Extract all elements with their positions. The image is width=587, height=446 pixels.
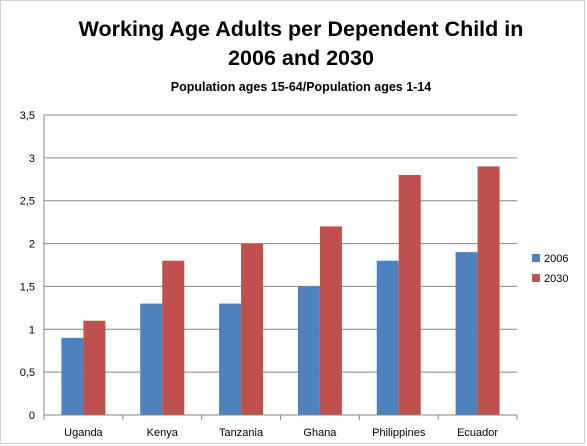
chart-title: Working Age Adults per Dependent Child i… xyxy=(21,15,581,73)
bar-2006-ecuador xyxy=(455,252,478,415)
bar-2006-tanzania xyxy=(219,303,242,415)
bar-2006-philippines xyxy=(376,260,399,415)
bar-2030-tanzania xyxy=(241,243,264,415)
x-tick-label: Ghana xyxy=(303,427,337,439)
bar-2030-ecuador xyxy=(477,166,500,415)
bars xyxy=(61,166,500,415)
legend: 2006 2030 xyxy=(532,253,568,285)
y-tick-labels: 0 0,5 1 1,5 2 2,5 3 3,5 xyxy=(20,110,35,422)
x-tick-label: Ecuador xyxy=(457,427,498,439)
x-tick-label: Philippines xyxy=(372,427,426,439)
bar-2006-uganda xyxy=(61,337,84,415)
y-tick-label: 2,5 xyxy=(20,196,35,208)
x-tick-label: Uganda xyxy=(64,427,103,439)
y-tick-label: 1,5 xyxy=(20,281,35,293)
chart-title-line2: 2006 and 2030 xyxy=(228,46,374,70)
bar-2006-kenya xyxy=(140,303,163,415)
y-tick-label: 0,5 xyxy=(20,367,35,379)
y-tick-label: 1 xyxy=(29,324,35,336)
y-tick-label: 3 xyxy=(29,153,35,165)
bar-2030-philippines xyxy=(398,175,421,415)
legend-label-2030: 2030 xyxy=(544,273,568,285)
legend-swatch-2030 xyxy=(532,274,540,282)
bar-2030-uganda xyxy=(83,320,106,415)
y-tick-label: 3,5 xyxy=(20,110,35,122)
axes xyxy=(43,115,518,420)
x-tick-label: Tanzania xyxy=(219,427,264,439)
y-tick-label: 2 xyxy=(29,239,35,251)
legend-swatch-2006 xyxy=(532,254,540,262)
bar-2030-ghana xyxy=(319,226,342,415)
bar-2006-ghana xyxy=(297,286,320,415)
x-tick-label: Kenya xyxy=(147,427,179,439)
bar-2030-kenya xyxy=(162,260,185,415)
x-tick-labels: Uganda Kenya Tanzania Ghana Philippines Ecuad… xyxy=(64,427,498,439)
chart-title-line1: Working Age Adults per Dependent Child i… xyxy=(78,17,524,41)
y-tick-label: 0 xyxy=(29,410,35,422)
chart-subtitle: Population ages 15-64/Population ages 1-… xyxy=(170,80,432,94)
legend-label-2006: 2006 xyxy=(544,253,568,265)
gridlines xyxy=(44,114,517,416)
